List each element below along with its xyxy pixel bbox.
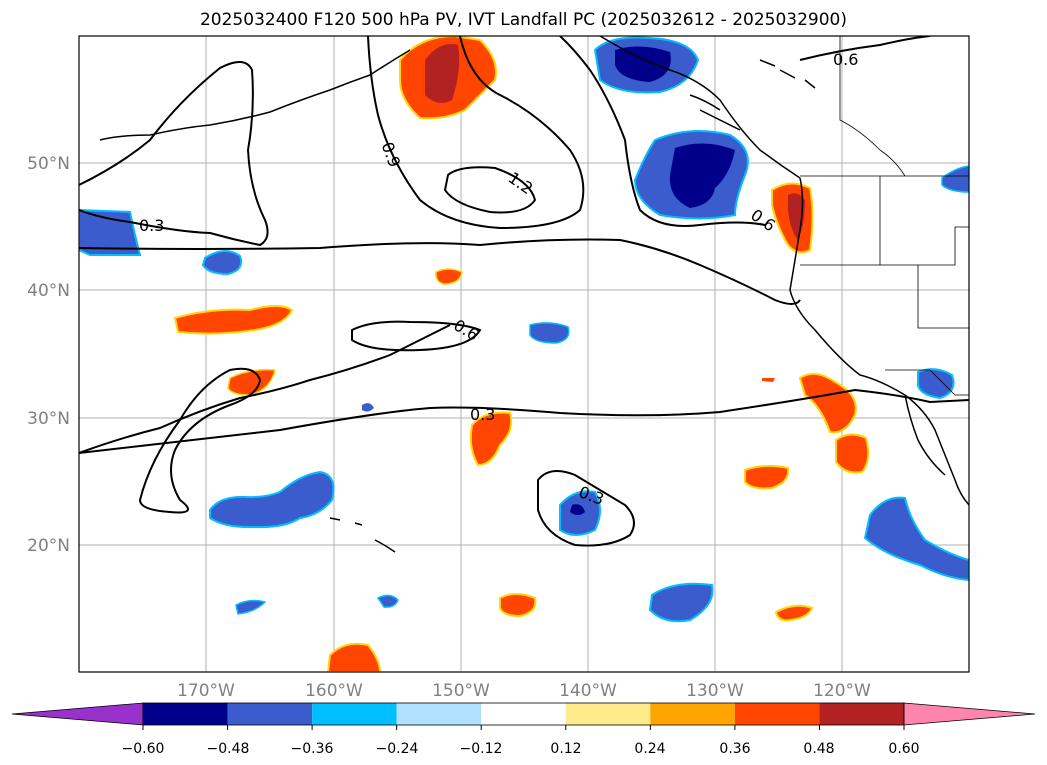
contour-0.9 xyxy=(367,36,585,230)
lat-label: 40°N xyxy=(27,281,70,301)
lon-label: 170°W xyxy=(177,681,235,701)
lat-label: 20°N xyxy=(27,536,70,556)
pv-patch xyxy=(615,46,671,82)
pv-patch xyxy=(798,372,857,434)
ivt-contours xyxy=(79,36,969,547)
pv-patch xyxy=(235,599,267,615)
colorbar-bin xyxy=(819,703,904,725)
colorbar-tick-label: 0.36 xyxy=(719,741,750,757)
pv-patch xyxy=(863,496,969,582)
latitude-labels: 50°N 40°N 30°N 20°N xyxy=(27,154,70,556)
plot-area xyxy=(79,36,969,672)
colorbar-tick-label: 0.24 xyxy=(634,741,665,757)
pv-patch xyxy=(529,322,570,344)
pv-patch xyxy=(425,44,460,104)
pv-patch xyxy=(669,143,735,208)
lon-label: 150°W xyxy=(432,681,490,701)
colorbar-extend-max xyxy=(903,702,1036,726)
contour-0.6-main xyxy=(79,238,801,305)
colorbar-tick-label: −0.24 xyxy=(376,741,419,757)
colorbar-outline xyxy=(142,702,905,726)
colorbar-tick-label: 0.12 xyxy=(550,741,581,757)
colorbar-bin xyxy=(650,703,735,725)
pv-patch xyxy=(209,470,335,529)
contour-0.6-ne xyxy=(799,36,931,61)
coastlines xyxy=(99,36,969,553)
colorbar-tick-label: −0.12 xyxy=(460,741,503,757)
contour-0.9-right xyxy=(559,36,766,227)
lat-label: 30°N xyxy=(27,409,70,429)
pv-patch xyxy=(774,604,814,622)
colorbar-ticks: −0.60 −0.48 −0.36 −0.24 −0.12 0.12 0.24 … xyxy=(122,741,920,757)
lat-label: 50°N xyxy=(27,154,70,174)
lon-label: 140°W xyxy=(559,681,617,701)
pv-patch xyxy=(835,433,870,474)
colorbar xyxy=(11,702,1036,730)
colorbar-tick-label: −0.36 xyxy=(291,741,334,757)
colorbar-tick-label: −0.60 xyxy=(122,741,165,757)
colorbar-bin xyxy=(396,703,482,725)
colorbar-tick-label: −0.48 xyxy=(207,741,250,757)
contour-0.3-loop-west xyxy=(138,367,262,514)
positive-pv-patches xyxy=(173,36,870,672)
colorbar-bin xyxy=(565,703,651,725)
pv-patch xyxy=(648,582,714,623)
colorbar-bin xyxy=(481,703,566,725)
contour-0.3-long xyxy=(79,388,969,454)
pv-patch xyxy=(201,250,243,276)
pv-patch xyxy=(499,593,537,618)
colorbar-extend-min xyxy=(11,702,144,726)
pv-patch xyxy=(173,305,294,335)
contour-label: 0.3 xyxy=(139,216,164,235)
pv-patch xyxy=(762,378,775,382)
pv-patch xyxy=(362,403,374,412)
pv-patch xyxy=(469,411,513,467)
colorbar-tick-label: 0.48 xyxy=(803,741,834,757)
contour-label: 0.6 xyxy=(833,50,858,69)
contour-label: 0.3 xyxy=(470,405,495,424)
colorbar-tick-label: 0.60 xyxy=(888,741,919,757)
colorbar-bin xyxy=(734,703,820,725)
colorbar-bin xyxy=(312,703,397,725)
political-boundaries xyxy=(800,36,969,396)
contour-0.3-main xyxy=(79,324,451,454)
contour-1.2 xyxy=(443,166,537,214)
lon-label: 120°W xyxy=(813,681,871,701)
contour-0.3-west xyxy=(79,61,269,247)
colorbar-bin xyxy=(143,703,228,725)
pv-patch xyxy=(435,268,463,285)
colorbar-bin xyxy=(227,703,313,725)
lon-label: 160°W xyxy=(305,681,363,701)
pv-patch xyxy=(376,594,399,608)
pv-patch xyxy=(917,368,955,400)
pv-patch xyxy=(744,464,790,490)
contour-0.3-loop-south xyxy=(537,470,635,547)
longitude-labels: 170°W 160°W 150°W 140°W 130°W 120°W xyxy=(177,681,871,701)
pv-patch xyxy=(941,165,969,193)
negative-pv-patches xyxy=(79,36,969,623)
plot-frame xyxy=(78,35,970,673)
pv-patch xyxy=(326,642,382,672)
lon-label: 130°W xyxy=(686,681,744,701)
pv-patch xyxy=(570,504,585,515)
map-title: 2025032400 F120 500 hPa PV, IVT Landfall… xyxy=(199,10,847,30)
contour-0.6-inner xyxy=(351,320,482,352)
